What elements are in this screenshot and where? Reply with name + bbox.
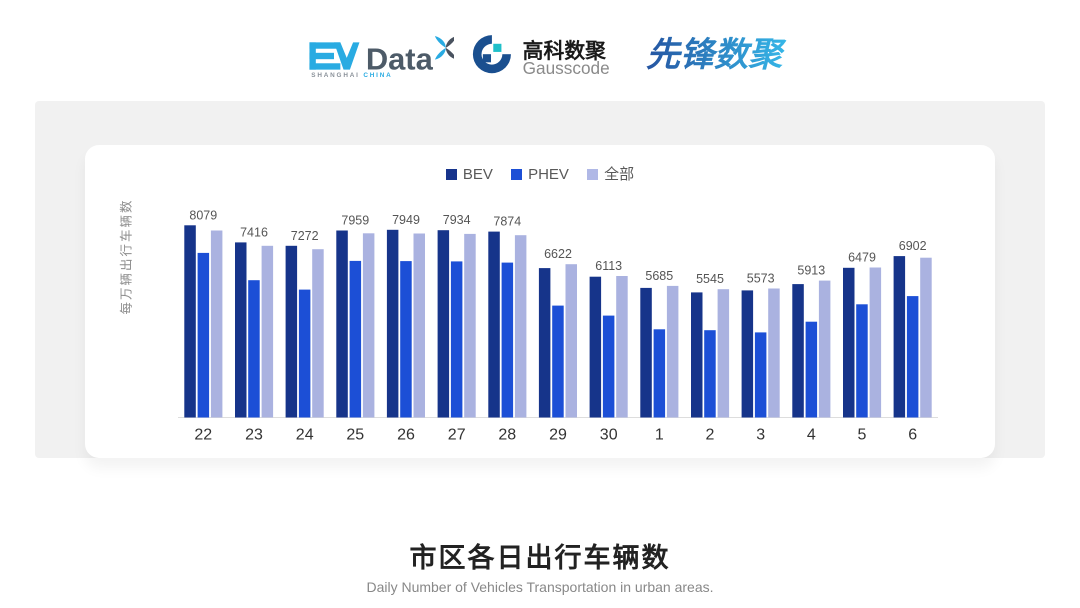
svg-text:2: 2: [706, 427, 715, 444]
svg-text:26: 26: [397, 427, 415, 444]
svg-text:5545: 5545: [696, 272, 724, 286]
svg-text:25: 25: [346, 427, 364, 444]
svg-text:4: 4: [807, 427, 816, 444]
svg-text:7272: 7272: [291, 229, 319, 243]
svg-text:6902: 6902: [899, 239, 927, 253]
svg-text:3: 3: [756, 427, 765, 444]
svg-text:24: 24: [296, 427, 314, 444]
svg-text:6479: 6479: [848, 251, 876, 265]
svg-text:29: 29: [549, 427, 567, 444]
svg-text:6622: 6622: [544, 247, 572, 261]
svg-text:23: 23: [245, 427, 263, 444]
svg-text:28: 28: [498, 427, 516, 444]
svg-text:27: 27: [448, 427, 466, 444]
svg-text:5: 5: [858, 427, 867, 444]
svg-text:8079: 8079: [189, 208, 217, 222]
svg-text:7874: 7874: [493, 215, 521, 229]
svg-text:6: 6: [908, 427, 917, 444]
svg-text:30: 30: [600, 427, 618, 444]
svg-text:6113: 6113: [595, 259, 622, 273]
svg-text:5685: 5685: [645, 269, 673, 283]
svg-text:7416: 7416: [240, 225, 268, 239]
svg-text:7934: 7934: [443, 213, 471, 227]
svg-text:SHANGHAI CHINA: SHANGHAI CHINA: [311, 71, 392, 78]
svg-text:7959: 7959: [341, 214, 369, 228]
svg-text:1: 1: [655, 427, 664, 444]
svg-text:5913: 5913: [797, 264, 825, 278]
svg-text:Gausscode: Gausscode: [523, 58, 610, 78]
svg-text:22: 22: [194, 427, 212, 444]
svg-text:先锋数聚: 先锋数聚: [646, 36, 787, 74]
svg-text:7949: 7949: [392, 213, 420, 227]
svg-text:5573: 5573: [747, 272, 775, 286]
